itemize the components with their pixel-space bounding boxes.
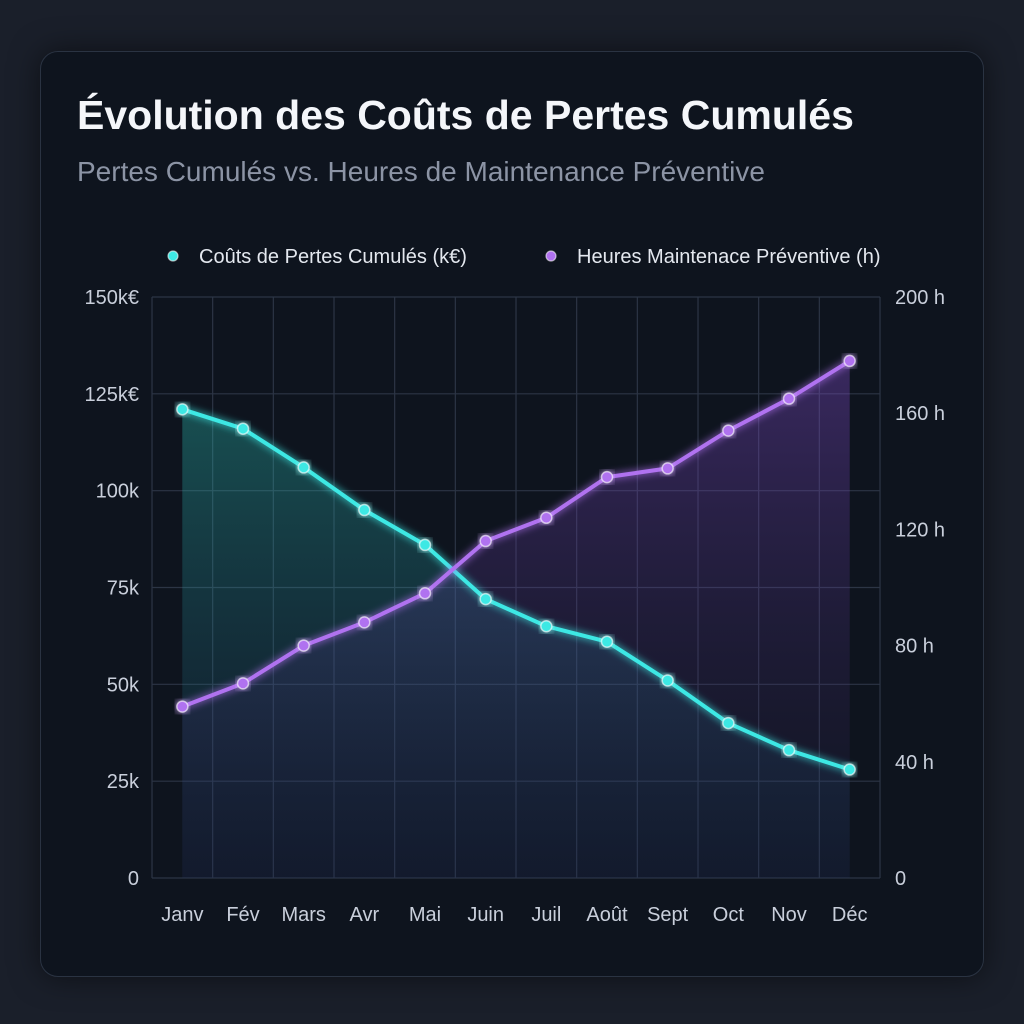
- series-points: [176, 354, 856, 776]
- legend-swatch-marker-0: [167, 250, 179, 262]
- y-right-tick-label: 0: [895, 868, 906, 890]
- data-point-0-8: [661, 674, 674, 687]
- y-left-tick-label: 100k: [96, 481, 140, 503]
- y-left-tick-label: 50k: [107, 674, 140, 696]
- data-point-1-11: [843, 354, 856, 368]
- data-point-0-7: [600, 635, 614, 648]
- data-point-1-5: [479, 534, 492, 548]
- series-area-1: [182, 360, 850, 878]
- data-point-0-5: [479, 592, 492, 606]
- x-tick-label: Avr: [350, 904, 380, 926]
- data-point-1-6: [540, 511, 553, 525]
- series-line-1: [180, 358, 852, 709]
- data-point-1-1: [236, 677, 250, 690]
- data-point-1-2: [297, 639, 310, 652]
- x-tick-label: Juil: [531, 904, 561, 926]
- x-tick-label: Mars: [281, 904, 325, 926]
- data-point-1-7: [600, 470, 614, 484]
- data-point-0-3: [358, 503, 371, 517]
- legend: Coûts de Pertes Cumulés (k€) Heures Maint…: [155, 246, 880, 268]
- y-left-tick-label: 0: [128, 868, 139, 890]
- data-point-0-6: [540, 619, 553, 633]
- data-point-1-0: [176, 700, 189, 713]
- x-tick-label: Août: [586, 904, 628, 926]
- x-tick-label: Nov: [771, 904, 807, 926]
- data-point-0-4: [418, 538, 432, 552]
- x-tick-label: Déc: [832, 904, 868, 926]
- y-right-tick-label: 200 h: [895, 287, 945, 309]
- data-point-0-11: [843, 763, 856, 776]
- legend-label-1: Heures Maintenace Préventive (h): [577, 246, 880, 268]
- x-tick-label: Oct: [713, 904, 745, 926]
- data-point-1-8: [661, 462, 674, 475]
- data-point-1-9: [722, 424, 735, 437]
- y-left-tick-label: 25k: [107, 771, 140, 793]
- chart-subtitle: Pertes Cumulés vs. Heures de Maintenance…: [77, 156, 765, 187]
- series-areas: [182, 360, 850, 878]
- y-right-tick-label: 80 h: [895, 636, 934, 658]
- y-right-tick-label: 160 h: [895, 403, 945, 425]
- y-right-tick-label: 40 h: [895, 752, 934, 774]
- data-point-1-4: [418, 587, 432, 600]
- data-point-0-2: [297, 461, 310, 474]
- series-lines: [180, 358, 852, 772]
- x-tick-label: Sept: [647, 904, 689, 926]
- data-point-0-0: [176, 403, 189, 416]
- x-tick-label: Juin: [467, 904, 504, 926]
- legend-swatch-marker-1: [545, 250, 557, 262]
- x-tick-label: Janv: [161, 904, 203, 926]
- data-point-0-9: [722, 716, 735, 730]
- y-left-tick-label: 150k€: [85, 287, 140, 309]
- axis-labels: 0 25k 50k 75k 100k 125k€ 150k€ 0 40 h 80 h 120 h 16…: [85, 287, 946, 926]
- data-point-1-10: [782, 392, 796, 405]
- data-point-0-10: [782, 743, 796, 757]
- data-point-1-3: [358, 616, 371, 629]
- y-left-tick-label: 75k: [107, 578, 140, 600]
- series-line-0: [180, 407, 852, 772]
- chart-title: Évolution des Coûts de Pertes Cumulés: [77, 92, 854, 138]
- x-tick-label: Mai: [409, 904, 441, 926]
- x-tick-label: Fév: [226, 904, 259, 926]
- data-point-0-1: [236, 422, 250, 435]
- legend-label-0: Coûts de Pertes Cumulés (k€): [199, 246, 467, 268]
- y-left-tick-label: 125k€: [85, 384, 140, 406]
- y-right-tick-label: 120 h: [895, 519, 945, 541]
